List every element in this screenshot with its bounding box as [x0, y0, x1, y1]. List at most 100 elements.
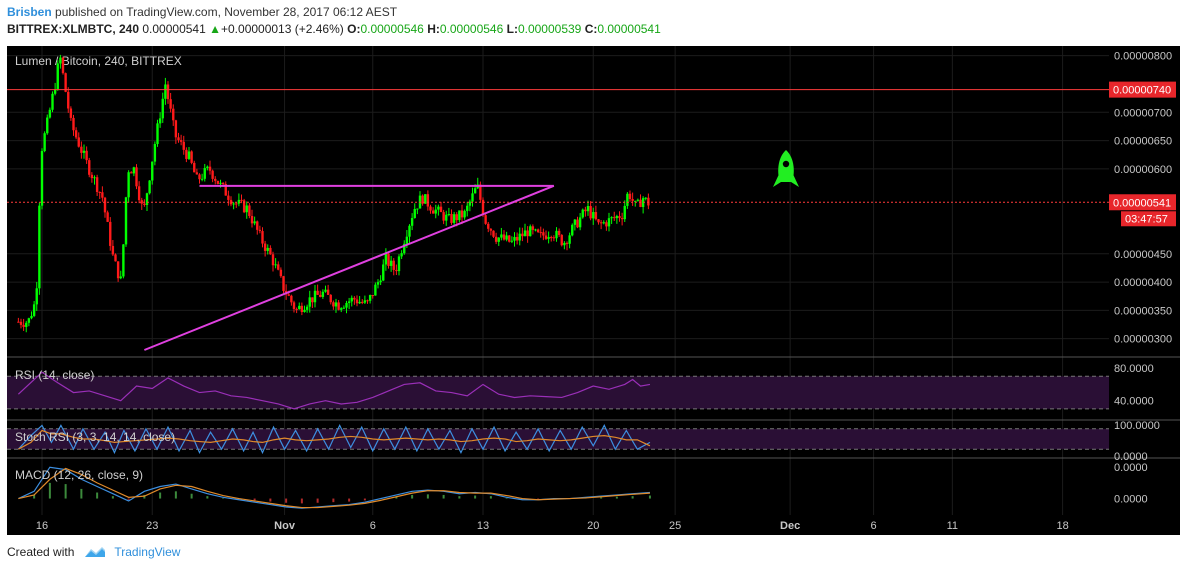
candle-body: [358, 301, 361, 304]
up-arrow-icon: ▲: [209, 22, 221, 36]
candle-body: [458, 210, 461, 221]
candle-body: [479, 184, 482, 200]
price-ticks: 0.00000800 0.00000700 0.00000650 0.00000600…: [1114, 51, 1172, 346]
candle-body: [206, 166, 209, 169]
author-link[interactable]: Brisben: [7, 5, 52, 19]
time-tick: 25: [669, 520, 681, 532]
candle-body: [88, 160, 91, 175]
indicator-tick: 40.0000: [1114, 396, 1154, 408]
candle-body: [424, 194, 427, 204]
candle-body: [607, 218, 611, 227]
time-tick: 23: [146, 520, 158, 532]
price-tick: 0.00000600: [1114, 164, 1172, 176]
indicator-tick: 0.0000: [1114, 494, 1148, 506]
candle-body: [122, 244, 125, 277]
candle-body: [90, 174, 94, 179]
time-tick: 13: [477, 520, 489, 532]
candle-body: [169, 99, 172, 109]
candle-body: [450, 213, 453, 223]
candle-body: [148, 180, 151, 194]
candle-body: [644, 197, 647, 199]
candle-body: [324, 289, 327, 292]
candle-body: [151, 161, 154, 181]
symbol-label: BITTREX:XLMBTC, 240: [7, 22, 140, 36]
ohlc-line: BITTREX:XLMBTC, 240 0.00000541 ▲+0.00000…: [7, 22, 661, 36]
candle-body: [185, 149, 188, 159]
candle-body: [597, 219, 600, 223]
candle-body: [269, 247, 272, 255]
time-tick: Nov: [274, 520, 296, 532]
time-axis[interactable]: [7, 515, 1180, 535]
candle-body: [326, 289, 330, 295]
candle-body: [581, 209, 584, 218]
candle-body: [494, 236, 498, 242]
price-tick: 0.00000700: [1114, 107, 1172, 119]
candle-body: [158, 118, 162, 124]
candle-body: [463, 210, 466, 218]
chart-canvas[interactable]: Lumen / Bitcoin, 240, BITTREX RSI (14, c…: [0, 0, 1184, 540]
close-label: C:: [584, 22, 598, 36]
candle-body: [216, 180, 220, 184]
candle-body: [67, 91, 70, 109]
candle-body: [208, 166, 212, 171]
footer: Created with TradingView: [7, 545, 180, 559]
candle-body: [256, 221, 259, 230]
candle-body: [182, 141, 185, 150]
candle-body: [337, 302, 340, 310]
candle-body: [316, 290, 319, 295]
indicator-label: RSI (14, close): [15, 368, 94, 382]
candle-body: [434, 209, 437, 214]
candle-body: [130, 172, 133, 174]
candle-body: [376, 282, 380, 285]
candle-body: [615, 216, 619, 219]
price-axis[interactable]: [1109, 46, 1180, 515]
candle-body: [114, 254, 117, 262]
candle-body: [521, 233, 524, 237]
candle-body: [534, 229, 537, 231]
price-tick: 0.00000800: [1114, 51, 1172, 63]
price-tick: 0.00000350: [1114, 305, 1172, 317]
last-price-tag-bg: [1109, 194, 1176, 211]
candle-body: [389, 260, 393, 266]
candle-body: [98, 191, 101, 193]
candle-body: [240, 199, 243, 201]
candle-body: [484, 215, 487, 224]
candle-body: [82, 150, 86, 153]
candle-body: [143, 203, 146, 205]
time-tick: 6: [370, 520, 376, 532]
candle-body: [305, 306, 309, 310]
rocket-icon: [773, 150, 799, 187]
candle-body: [321, 291, 325, 297]
candle-body: [290, 295, 293, 303]
candle-body: [334, 302, 338, 307]
candle-body: [17, 321, 20, 323]
candle-body: [431, 210, 435, 214]
triangle-lower-line[interactable]: [144, 184, 555, 351]
candle-body: [560, 234, 563, 246]
candle-body: [626, 193, 629, 206]
candle-body: [261, 231, 264, 244]
tradingview-link[interactable]: TradingView: [114, 545, 181, 559]
candle-body: [303, 309, 306, 312]
candle-body: [61, 57, 65, 74]
candle-body: [43, 133, 46, 152]
candle-body: [421, 195, 424, 204]
candle-body: [445, 214, 448, 221]
candle-body: [174, 120, 178, 138]
candle-body: [25, 322, 28, 327]
candle-body: [111, 245, 115, 255]
candle-body: [620, 218, 624, 220]
indicator-signal-line: [18, 467, 650, 509]
candle-body: [526, 230, 529, 237]
candle-body: [32, 304, 36, 316]
candle-body: [116, 261, 120, 279]
candle-body: [235, 203, 238, 205]
rocket-window: [782, 160, 790, 168]
candle-body: [35, 288, 38, 305]
candle-body: [253, 221, 256, 224]
tradingview-logo-icon: [85, 547, 106, 557]
candle-body: [164, 84, 167, 99]
open-value: 0.00000546: [360, 22, 424, 36]
candle-body: [400, 253, 403, 257]
candle-body: [368, 295, 372, 301]
